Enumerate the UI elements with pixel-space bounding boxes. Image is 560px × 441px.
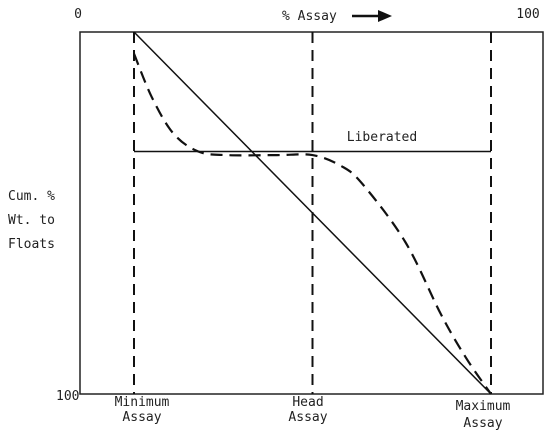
head-assay-label-line-1: Head [292, 395, 323, 410]
minimum-assay-label-line-1: Minimum [115, 395, 170, 410]
top-axis-left-tick: 0 [74, 7, 82, 22]
diagonal-line [133, 31, 492, 395]
maximum-assay-label-line-1: Maximum [456, 399, 511, 414]
arrow-right-icon [352, 10, 392, 22]
minimum-assay-label-line-2: Assay [122, 410, 161, 425]
head-assay-label-line-2: Assay [288, 410, 327, 425]
maximum-assay-label-line-2: Assay [463, 416, 502, 431]
y-axis-label-line-3: Floats [8, 237, 55, 252]
y-axis-label-line-1: Cum. % [8, 189, 55, 204]
liberated-annotation: Liberated [347, 130, 417, 145]
y-axis-label-line-2: Wt. to [8, 213, 55, 228]
top-axis-right-tick: 100 [516, 7, 539, 22]
y-axis-bottom-tick: 100 [56, 389, 79, 404]
top-axis-label: % Assay [282, 9, 337, 24]
dashed-curve [132, 53, 492, 395]
